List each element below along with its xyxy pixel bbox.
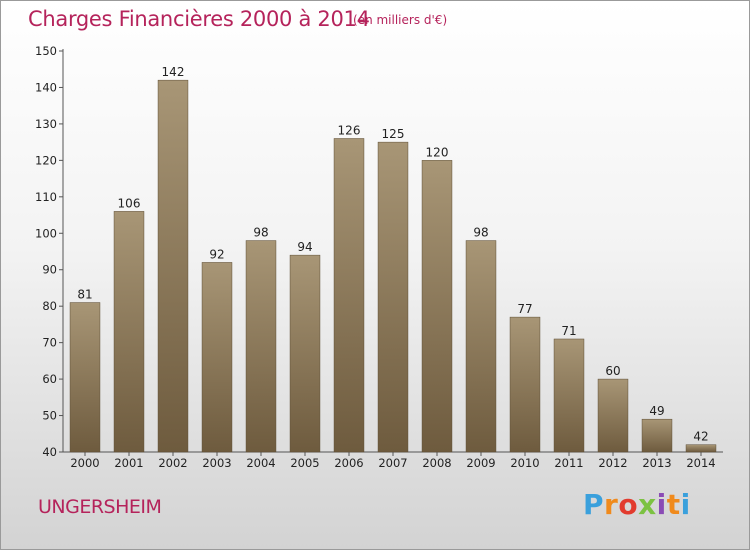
bar-value-label: 94 [297, 240, 312, 254]
bar [685, 444, 717, 453]
bar [465, 240, 497, 453]
commune-name: UNGERSHEIM [38, 496, 162, 518]
x-tick-label: 2003 [202, 456, 231, 470]
y-tick-label: 140 [35, 80, 57, 94]
bar [289, 254, 321, 453]
x-tick-label: 2008 [422, 456, 451, 470]
bar-value-label: 126 [338, 123, 361, 137]
bar-value-label: 98 [253, 226, 268, 240]
logo-letter: x [638, 488, 657, 521]
bar-value-label: 120 [426, 145, 449, 159]
bar-value-label: 60 [605, 364, 620, 378]
bar [641, 418, 673, 453]
x-tick-label: 2011 [554, 456, 583, 470]
x-tick-label: 2005 [290, 456, 319, 470]
bar [377, 141, 409, 453]
chart-title: Charges Financières 2000 à 2014 [28, 7, 370, 31]
y-tick-label: 150 [35, 44, 57, 58]
bar [597, 378, 629, 453]
y-tick-label: 40 [42, 445, 57, 459]
bar [201, 262, 233, 453]
y-tick-label: 120 [35, 153, 57, 167]
y-tick-label: 50 [42, 409, 57, 423]
bar-value-label: 81 [77, 288, 92, 302]
bar [245, 240, 277, 453]
x-tick-label: 2010 [510, 456, 539, 470]
x-tick-label: 2002 [158, 456, 187, 470]
logo-letter: P [583, 488, 605, 521]
y-tick-label: 60 [42, 372, 57, 386]
chart-subtitle: (en milliers d'€) [353, 13, 448, 27]
y-tick-label: 130 [35, 117, 57, 131]
x-tick-label: 2013 [642, 456, 671, 470]
logo-letter: t [666, 488, 681, 521]
bar-value-label: 49 [649, 404, 664, 418]
bar [69, 302, 101, 453]
x-tick-label: 2012 [598, 456, 627, 470]
x-tick-label: 2014 [686, 456, 715, 470]
bar [157, 79, 189, 453]
x-tick-label: 2001 [114, 456, 143, 470]
y-tick-label: 100 [35, 226, 57, 240]
logo-letter: i [656, 488, 667, 521]
y-tick-label: 110 [35, 190, 57, 204]
x-tick-label: 2006 [334, 456, 363, 470]
x-tick-label: 2009 [466, 456, 495, 470]
y-tick-label: 80 [42, 299, 57, 313]
x-tick-label: 2004 [246, 456, 275, 470]
bar-value-label: 142 [162, 65, 185, 79]
y-tick-label: 90 [42, 263, 57, 277]
proxiti-logo[interactable]: Proxiti [583, 488, 691, 521]
bar-value-label: 42 [693, 430, 708, 444]
bar [509, 316, 541, 453]
x-tick-label: 2000 [70, 456, 99, 470]
bar-value-label: 77 [517, 302, 532, 316]
bar-value-label: 125 [382, 127, 405, 141]
bar [421, 160, 453, 453]
bar-value-label: 71 [561, 324, 576, 338]
logo-letter: o [618, 488, 639, 521]
x-tick-label: 2007 [378, 456, 407, 470]
logo-letter: r [604, 488, 619, 521]
bar-value-label: 106 [118, 196, 141, 210]
y-tick-label: 70 [42, 336, 57, 350]
bar-value-label: 92 [209, 247, 224, 261]
bar [113, 211, 145, 453]
bar-value-label: 98 [473, 226, 488, 240]
logo-letter: i [680, 488, 691, 521]
bar [553, 338, 585, 453]
bar [333, 138, 365, 453]
